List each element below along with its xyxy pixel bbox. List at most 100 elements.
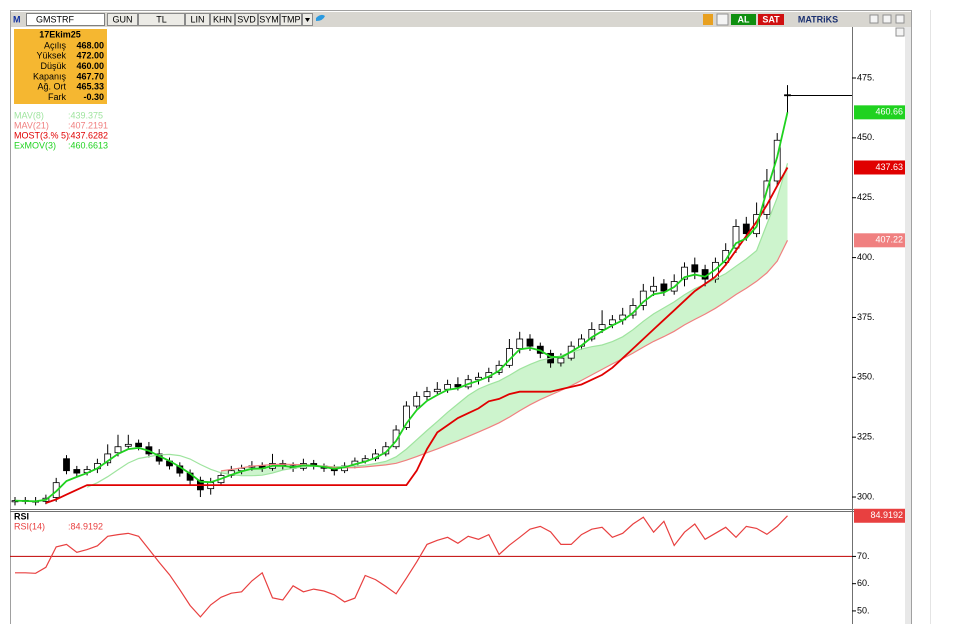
toolbar-button[interactable] bbox=[107, 13, 138, 26]
toolbar-button-label[interactable]: LIN bbox=[190, 14, 204, 24]
candle-body bbox=[588, 329, 596, 340]
toolbar-button[interactable] bbox=[235, 13, 258, 26]
app-logo: M bbox=[13, 14, 21, 24]
candle-body bbox=[454, 384, 462, 388]
legend-name: MOST(3.% 5) bbox=[14, 130, 69, 140]
indicator-line bbox=[45, 167, 789, 504]
axis-value-label: 460.66 bbox=[875, 107, 903, 117]
candle-body bbox=[773, 139, 781, 182]
indicator-line bbox=[14, 112, 789, 503]
share-icon[interactable] bbox=[316, 14, 325, 21]
toolbar-button[interactable] bbox=[280, 13, 302, 26]
legend-value: :407.2191 bbox=[68, 120, 108, 130]
info-label: Düşük bbox=[40, 61, 66, 71]
toolbar-button-label[interactable]: TMP bbox=[282, 14, 301, 24]
legend-value: :437.6282 bbox=[68, 130, 108, 140]
candle-body bbox=[691, 264, 699, 273]
toolbar-button-label[interactable]: GUN bbox=[113, 14, 133, 24]
y-tick-label: 375. bbox=[857, 312, 875, 322]
indicator-line bbox=[15, 515, 788, 618]
candle-body bbox=[124, 443, 132, 447]
y-tick-label: 50. bbox=[857, 605, 870, 615]
legend-value: :84.9192 bbox=[68, 521, 103, 531]
icon[interactable] bbox=[716, 13, 729, 26]
candle-body bbox=[433, 388, 441, 393]
sell-button[interactable] bbox=[758, 14, 784, 25]
info-value: 467.70 bbox=[76, 71, 104, 81]
indicator-line bbox=[86, 163, 789, 488]
legend-name: MAV(21) bbox=[14, 120, 49, 130]
candle-body bbox=[423, 391, 431, 397]
candle-body bbox=[402, 405, 410, 428]
info-label: Ağ. Ort bbox=[37, 82, 66, 92]
toolbar-button-label[interactable]: TL bbox=[156, 14, 167, 24]
toolbar-button[interactable] bbox=[258, 13, 280, 26]
toolbar-button[interactable] bbox=[210, 13, 235, 26]
legend-value: :439.375 bbox=[68, 110, 103, 120]
y-tick-label: 475. bbox=[857, 72, 875, 82]
band-area bbox=[221, 163, 788, 476]
dropdown-arrow[interactable] bbox=[305, 18, 310, 22]
candle-body bbox=[114, 446, 122, 454]
panel-title: RSI bbox=[14, 511, 29, 521]
info-box bbox=[14, 29, 107, 104]
window-button[interactable] bbox=[895, 27, 905, 37]
candle-body bbox=[526, 338, 534, 347]
candle-body bbox=[516, 338, 524, 349]
window-frame bbox=[10, 10, 912, 624]
y-tick-label: 60. bbox=[857, 578, 870, 588]
scrollbar bbox=[905, 27, 911, 624]
axis-value-box bbox=[854, 160, 905, 175]
candle-body bbox=[475, 376, 482, 381]
info-value: 468.00 bbox=[76, 40, 104, 50]
toolbar-button[interactable] bbox=[138, 13, 185, 26]
icon[interactable] bbox=[703, 14, 713, 25]
toolbar-button[interactable] bbox=[185, 13, 210, 26]
candle-body bbox=[639, 290, 647, 306]
candle-body bbox=[650, 285, 657, 292]
axis-value-label: 84.9192 bbox=[870, 510, 903, 520]
info-value: 472.00 bbox=[76, 51, 104, 61]
y-tick-label: 70. bbox=[857, 551, 870, 561]
info-label: Fark bbox=[48, 92, 67, 102]
info-value: -0.30 bbox=[83, 92, 104, 102]
candle-body bbox=[732, 226, 740, 249]
axis-value-box bbox=[854, 105, 905, 120]
window-button[interactable] bbox=[895, 14, 905, 24]
y-tick-label: 400. bbox=[857, 252, 875, 262]
candle-body bbox=[660, 283, 668, 292]
legend-name: ExMOV(3) bbox=[14, 140, 56, 150]
y-tick-label: 325. bbox=[857, 432, 875, 442]
candle-body bbox=[413, 396, 421, 407]
candle-body bbox=[557, 357, 565, 364]
sell-label[interactable]: SAT bbox=[762, 14, 780, 24]
buy-label[interactable]: AL bbox=[738, 14, 750, 24]
buy-button[interactable] bbox=[731, 14, 756, 25]
info-label: Açılış bbox=[44, 40, 67, 50]
brand: MATRiKS bbox=[798, 14, 838, 24]
toolbar-button-label[interactable]: SVD bbox=[237, 14, 256, 24]
candle-body bbox=[135, 442, 143, 448]
symbol-box[interactable] bbox=[26, 13, 105, 26]
axis-value-box bbox=[854, 233, 905, 248]
axis-value-label: 407.22 bbox=[875, 235, 903, 245]
axis-value-box bbox=[854, 508, 905, 523]
toolbar-button-label[interactable]: KHN bbox=[213, 14, 232, 24]
toolbar-button-label[interactable]: SYM bbox=[259, 14, 279, 24]
candle-body bbox=[495, 364, 503, 373]
candle-body bbox=[681, 266, 688, 280]
window-button[interactable] bbox=[882, 14, 892, 24]
window-button[interactable] bbox=[869, 14, 879, 24]
candle-body bbox=[742, 223, 750, 235]
info-date: 17Ekim25 bbox=[39, 29, 81, 39]
info-label: Yüksek bbox=[36, 51, 66, 61]
y-tick-label: 350. bbox=[857, 372, 875, 382]
y-tick-label: 450. bbox=[857, 132, 875, 142]
legend-name: RSI(14) bbox=[14, 521, 45, 531]
legend-value: :460.6613 bbox=[68, 140, 108, 150]
symbol[interactable]: GMSTRF bbox=[36, 14, 74, 24]
candle-body bbox=[73, 469, 81, 474]
candle-body bbox=[598, 324, 606, 330]
y-tick-label: 425. bbox=[857, 192, 875, 202]
